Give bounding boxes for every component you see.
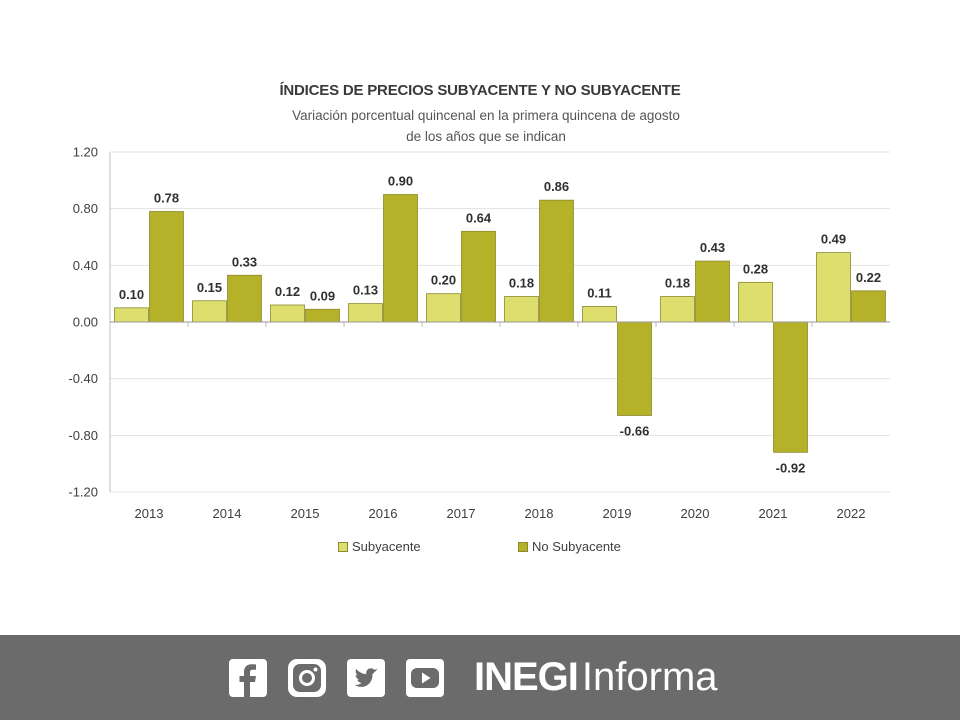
bar-subyacente: [270, 304, 305, 323]
instagram-icon[interactable]: [287, 658, 327, 698]
data-label: 0.78: [154, 191, 179, 206]
data-label: -0.66: [620, 424, 650, 439]
data-label: 0.18: [665, 276, 690, 291]
y-tick-label: -1.20: [68, 485, 98, 500]
bar-no-subyacente: [695, 260, 730, 323]
y-tick-label: 0.00: [73, 315, 98, 330]
data-label: 0.28: [743, 261, 768, 276]
bar-subyacente: [114, 307, 149, 323]
legend-label-subyacente: Subyacente: [352, 539, 421, 554]
bar-subyacente: [660, 296, 695, 323]
x-tick-label: 2017: [447, 506, 476, 521]
bar-no-subyacente: [305, 308, 340, 323]
bar-no-subyacente: [773, 321, 808, 453]
y-tick-label: 0.40: [73, 258, 98, 273]
data-label: 0.64: [466, 210, 492, 225]
data-label: 0.13: [353, 283, 378, 298]
data-label: 0.09: [310, 288, 335, 303]
bar-subyacente: [816, 252, 851, 323]
data-label: -0.92: [776, 460, 806, 475]
data-label: 0.18: [509, 276, 534, 291]
x-tick-label: 2015: [291, 506, 320, 521]
y-tick-label: -0.40: [68, 371, 98, 386]
chart-subtitle: Variación porcentual quincenal en la pri…: [292, 108, 680, 144]
x-tick-label: 2020: [681, 506, 710, 521]
bar-no-subyacente: [383, 194, 418, 323]
legend-swatch-no-subyacente: [518, 541, 528, 552]
bar-no-subyacente: [227, 274, 262, 323]
bar-subyacente: [348, 303, 383, 323]
x-tick-label: 2014: [213, 506, 242, 521]
data-label: 0.20: [431, 273, 456, 288]
x-tick-label: 2022: [837, 506, 866, 521]
data-label: 0.22: [856, 270, 881, 285]
legend-item-no-subyacente: No Subyacente: [518, 539, 621, 554]
twitter-icon[interactable]: [346, 658, 386, 698]
legend-label-no-subyacente: No Subyacente: [532, 539, 621, 554]
x-tick-label: 2016: [369, 506, 398, 521]
data-label: 0.90: [388, 174, 413, 189]
x-tick-label: 2021: [759, 506, 788, 521]
data-label: 0.15: [197, 280, 222, 295]
chart-title: ÍNDICES DE PRECIOS SUBYACENTE Y NO SUBYA…: [279, 82, 681, 99]
brand-logo: INEGI Informa: [474, 652, 718, 702]
x-tick-label: 2019: [603, 506, 632, 521]
bar-subyacente: [582, 306, 617, 323]
bar-subyacente: [192, 300, 227, 323]
data-label: 0.11: [587, 285, 612, 300]
brand-logo-light: Informa: [581, 655, 718, 699]
data-label: 0.43: [700, 240, 725, 255]
data-label: 0.12: [275, 284, 300, 299]
x-tick-label: 2018: [525, 506, 554, 521]
bar-no-subyacente: [851, 290, 886, 323]
bar-no-subyacente: [539, 199, 574, 323]
footer-bar: INEGI Informa: [0, 635, 960, 720]
bar-no-subyacente: [149, 211, 184, 323]
facebook-icon[interactable]: [228, 658, 268, 698]
data-label: 0.86: [544, 179, 569, 194]
x-tick-label: 2013: [135, 506, 164, 521]
bar-subyacente: [426, 293, 461, 323]
youtube-icon[interactable]: [405, 658, 445, 698]
data-label: 0.33: [232, 254, 257, 269]
chart-plot: 1.20 0.80 0.40 0.00 -0.40 -0.80 -1.20 0.10 0.78 2…: [68, 145, 890, 521]
brand-logo-bold: INEGI: [474, 655, 579, 699]
bar-no-subyacente: [461, 230, 496, 323]
y-tick-label: -0.80: [68, 428, 98, 443]
bar-subyacente: [738, 281, 773, 323]
bar-subyacente: [504, 296, 539, 323]
legend-swatch-subyacente: [338, 541, 348, 552]
y-tick-label: 0.80: [73, 201, 98, 216]
y-tick-label: 1.20: [73, 145, 98, 160]
data-label: 0.49: [821, 232, 846, 247]
legend-item-subyacente: Subyacente: [338, 539, 421, 554]
bar-no-subyacente: [617, 321, 652, 416]
data-label: 0.10: [119, 287, 144, 302]
